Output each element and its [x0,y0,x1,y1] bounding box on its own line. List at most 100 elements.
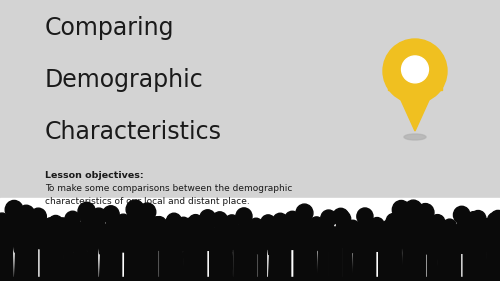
Polygon shape [355,246,363,281]
Polygon shape [210,248,218,281]
Polygon shape [250,240,256,251]
Polygon shape [41,249,48,281]
Polygon shape [388,71,442,131]
Polygon shape [283,247,290,281]
Polygon shape [322,227,329,242]
Polygon shape [143,233,149,246]
Polygon shape [266,234,272,247]
Polygon shape [87,227,110,246]
Polygon shape [50,231,56,244]
Polygon shape [390,242,399,281]
Bar [186,227,195,237]
Polygon shape [151,231,157,244]
Polygon shape [16,242,25,281]
Polygon shape [468,247,476,281]
Polygon shape [192,234,198,246]
Polygon shape [92,225,99,240]
Polygon shape [400,221,426,242]
Polygon shape [80,234,100,251]
Ellipse shape [18,205,34,223]
Text: Lesson objectives:: Lesson objectives: [45,171,144,180]
Polygon shape [150,250,158,281]
Ellipse shape [421,225,434,238]
Bar [68,221,77,233]
Polygon shape [176,248,183,281]
Ellipse shape [152,217,166,232]
Polygon shape [7,225,14,240]
Polygon shape [30,249,37,281]
Polygon shape [28,231,50,249]
Polygon shape [101,245,109,281]
Polygon shape [63,247,70,281]
Ellipse shape [302,221,316,235]
Polygon shape [334,247,341,281]
Polygon shape [488,251,494,281]
Ellipse shape [44,218,58,232]
Polygon shape [201,234,206,247]
Ellipse shape [164,217,178,232]
Polygon shape [66,251,72,281]
Polygon shape [414,221,422,237]
Polygon shape [416,242,424,281]
Polygon shape [303,232,308,246]
Polygon shape [384,248,392,281]
Ellipse shape [383,39,447,103]
Text: Demographic: Demographic [45,68,204,92]
Polygon shape [470,235,476,247]
Polygon shape [32,236,37,248]
Polygon shape [281,229,303,247]
Polygon shape [326,229,332,243]
Polygon shape [137,242,146,281]
Polygon shape [42,251,48,281]
Polygon shape [231,230,237,243]
Polygon shape [182,234,188,246]
Polygon shape [331,246,338,281]
Polygon shape [340,228,346,243]
Polygon shape [180,234,201,251]
Bar [0,0,500,198]
Polygon shape [426,221,434,237]
Polygon shape [84,236,90,248]
Polygon shape [480,247,488,281]
Polygon shape [66,232,72,245]
Polygon shape [381,251,387,281]
Polygon shape [414,239,418,251]
Polygon shape [430,237,434,249]
Bar [106,217,116,229]
Bar [167,226,175,237]
Polygon shape [294,236,300,248]
Polygon shape [268,254,274,281]
Bar [191,224,200,235]
Polygon shape [374,235,380,248]
Polygon shape [62,229,84,247]
Polygon shape [258,251,264,281]
Polygon shape [376,231,383,244]
Polygon shape [128,223,134,239]
Polygon shape [39,232,45,245]
Polygon shape [106,231,112,245]
Polygon shape [275,229,281,243]
Ellipse shape [370,217,384,232]
Polygon shape [244,239,250,250]
Polygon shape [198,249,204,281]
Polygon shape [421,232,427,245]
Ellipse shape [470,210,486,227]
Polygon shape [244,254,249,281]
Polygon shape [311,252,318,281]
Polygon shape [114,249,122,281]
Polygon shape [52,234,72,251]
Polygon shape [332,229,354,247]
Ellipse shape [417,203,434,221]
Bar [408,212,418,225]
Polygon shape [279,232,285,245]
Polygon shape [232,240,250,254]
Polygon shape [198,234,218,250]
Polygon shape [161,234,182,250]
Bar [238,234,245,243]
Ellipse shape [490,210,500,227]
Polygon shape [441,251,448,281]
Ellipse shape [370,219,384,234]
Polygon shape [346,227,353,241]
Bar [94,219,104,231]
Polygon shape [292,224,317,244]
